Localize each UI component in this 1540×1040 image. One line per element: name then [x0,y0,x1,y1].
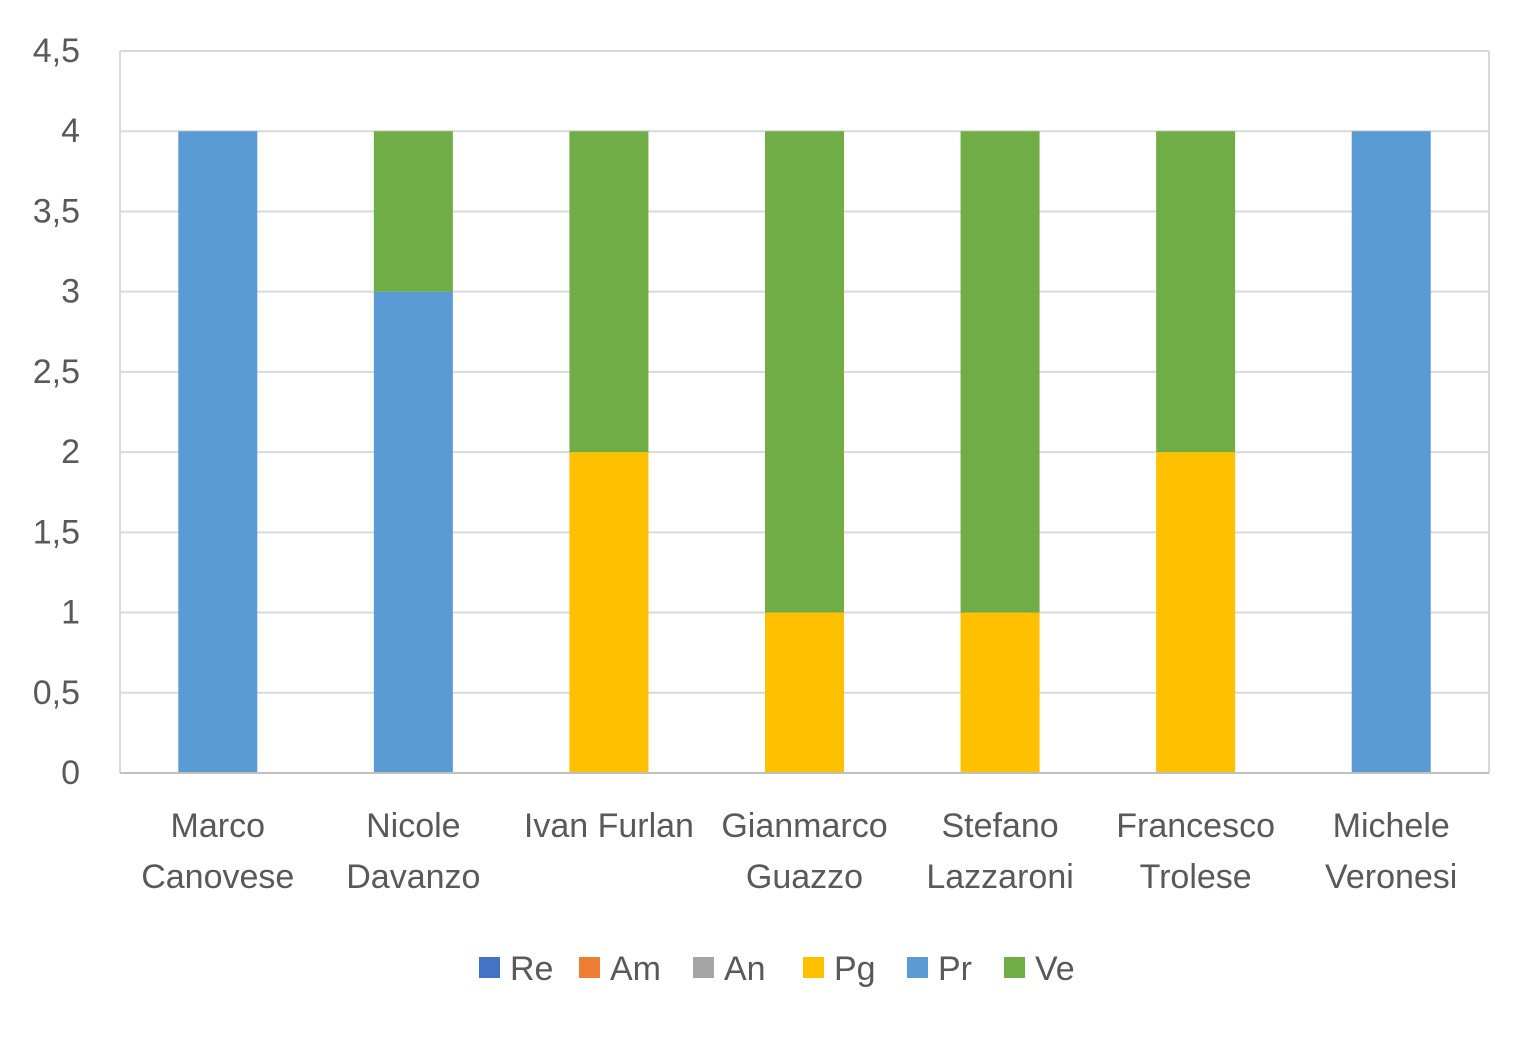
axes [119,50,1490,774]
x-category-label: Canovese [141,858,294,896]
y-tick-label: 0,5 [33,674,80,712]
bar-segment-pg [569,452,649,773]
bar-segment-pr [178,131,258,773]
bar-segment-pr [1351,131,1431,773]
x-category-label: Lazzaroni [926,858,1073,896]
x-category-label: Guazzo [746,858,863,896]
y-axis-tick-labels: 0 0,5 1 1,5 2 2,5 3 3,5 4 4,5 [33,32,80,792]
legend-swatch-re [479,957,500,978]
y-tick-label: 3,5 [33,192,80,230]
x-category-label: Nicole [366,807,460,845]
x-category-label: Davanzo [346,858,480,896]
legend-label: Ve [1035,950,1075,988]
bar-segment-ve [960,131,1040,613]
y-tick-label: 1 [61,594,80,632]
bar-segment-pr [373,291,453,773]
y-tick-label: 2,5 [33,353,80,391]
legend-label: Pg [834,950,876,988]
legend: Re Am An Pg Pr Ve [479,950,1075,988]
x-category-label: Trolese [1140,858,1252,896]
legend-swatch-am [579,957,600,978]
legend-label: An [724,950,766,988]
legend-label: Re [510,950,553,988]
bar-segment-pg [960,612,1040,773]
bar-segment-pg [1156,452,1236,773]
x-category-label: Stefano [941,807,1058,845]
x-category-label: Michele [1333,807,1450,845]
y-tick-label: 1,5 [33,513,80,551]
legend-swatch-ve [1004,957,1025,978]
x-category-label: Veronesi [1325,858,1457,896]
y-tick-label: 4,5 [33,32,80,70]
legend-swatch-an [693,957,714,978]
legend-swatch-pr [907,957,928,978]
y-tick-label: 3 [61,273,80,311]
y-tick-label: 0 [61,754,80,792]
x-category-label: Marco [171,807,265,845]
x-axis-category-labels: Marco Canovese Nicole Davanzo Ivan Furlan Gia… [141,807,1457,896]
bars [178,131,1431,773]
x-category-label: Francesco [1116,807,1275,845]
bar-segment-ve [765,131,844,613]
legend-label: Pr [938,950,972,988]
bar-segment-ve [373,131,453,292]
x-category-label: Gianmarco [721,807,887,845]
y-tick-label: 2 [61,433,80,471]
legend-label: Am [610,950,661,988]
legend-swatch-pg [803,957,824,978]
bar-segment-ve [569,131,649,453]
x-category-label: Ivan Furlan [524,807,694,845]
bar-segment-ve [1156,131,1236,453]
y-tick-label: 4 [61,112,80,150]
bar-segment-pg [765,612,844,773]
